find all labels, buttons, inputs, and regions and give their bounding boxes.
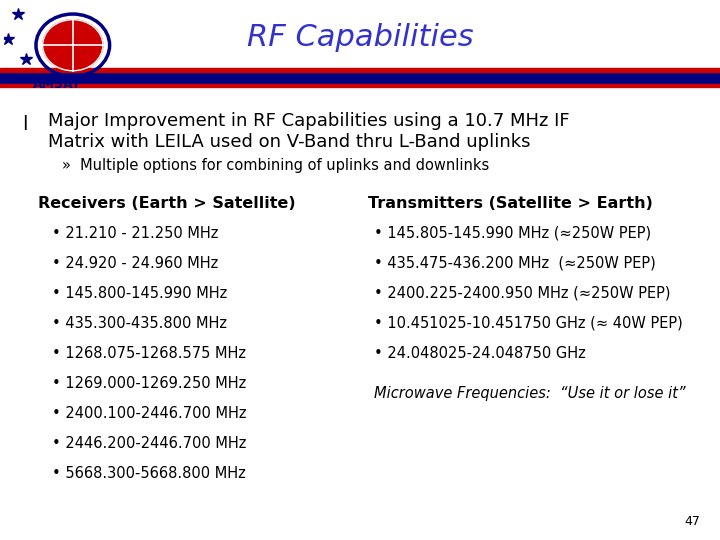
Text: Receivers (Earth > Satellite): Receivers (Earth > Satellite): [38, 196, 296, 211]
Text: Transmitters (Satellite > Earth): Transmitters (Satellite > Earth): [368, 196, 653, 211]
Text: • 145.805-145.990 MHz (≈250W PEP): • 145.805-145.990 MHz (≈250W PEP): [374, 226, 651, 241]
Text: • 10.451025-10.451750 GHz (≈ 40W PEP): • 10.451025-10.451750 GHz (≈ 40W PEP): [374, 316, 683, 331]
Text: • 145.800-145.990 MHz: • 145.800-145.990 MHz: [52, 286, 228, 301]
Text: »  Multiple options for combining of uplinks and downlinks: » Multiple options for combining of upli…: [62, 158, 490, 173]
Text: • 435.475-436.200 MHz  (≈250W PEP): • 435.475-436.200 MHz (≈250W PEP): [374, 256, 656, 271]
Text: • 2400.225-2400.950 MHz (≈250W PEP): • 2400.225-2400.950 MHz (≈250W PEP): [374, 286, 670, 301]
Bar: [0, 68, 720, 72]
Text: • 24.920 - 24.960 MHz: • 24.920 - 24.960 MHz: [52, 256, 218, 271]
Text: Major Improvement in RF Capabilities using a 10.7 MHz IF: Major Improvement in RF Capabilities usi…: [48, 112, 570, 130]
Text: • 2446.200-2446.700 MHz: • 2446.200-2446.700 MHz: [52, 436, 246, 451]
Text: • 1268.075-1268.575 MHz: • 1268.075-1268.575 MHz: [52, 346, 246, 361]
Text: Matrix with LEILA used on V-Band thru L-Band uplinks: Matrix with LEILA used on V-Band thru L-…: [48, 133, 531, 151]
Text: • 21.210 - 21.250 MHz: • 21.210 - 21.250 MHz: [52, 226, 218, 241]
Text: l: l: [22, 115, 27, 134]
Text: • 435.300-435.800 MHz: • 435.300-435.800 MHz: [52, 316, 227, 331]
Text: RF Capabilities: RF Capabilities: [247, 24, 473, 52]
Text: • 5668.300-5668.800 MHz: • 5668.300-5668.800 MHz: [52, 466, 246, 481]
Text: • 2400.100-2446.700 MHz: • 2400.100-2446.700 MHz: [52, 406, 246, 421]
Bar: [0, 72, 720, 84]
Text: • 24.048025-24.048750 GHz: • 24.048025-24.048750 GHz: [374, 346, 586, 361]
Text: Microwave Frequencies:  “Use it or lose it”: Microwave Frequencies: “Use it or lose i…: [374, 386, 685, 401]
Circle shape: [42, 19, 103, 71]
Text: 47: 47: [684, 515, 700, 528]
Text: AMSAT: AMSAT: [32, 78, 81, 91]
Bar: [0, 84, 720, 87]
Text: • 1269.000-1269.250 MHz: • 1269.000-1269.250 MHz: [52, 376, 246, 391]
